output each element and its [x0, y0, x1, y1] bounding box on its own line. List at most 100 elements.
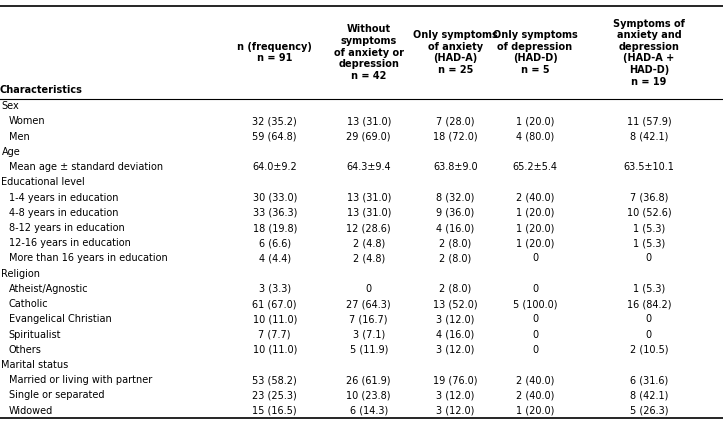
Text: 0: 0 — [532, 329, 538, 340]
Text: 8-12 years in education: 8-12 years in education — [9, 223, 124, 233]
Text: 10 (11.0): 10 (11.0) — [252, 345, 297, 355]
Text: 8 (42.1): 8 (42.1) — [630, 132, 668, 142]
Text: 12-16 years in education: 12-16 years in education — [9, 238, 131, 248]
Text: 4-8 years in education: 4-8 years in education — [9, 208, 118, 218]
Text: 3 (12.0): 3 (12.0) — [436, 390, 475, 400]
Text: 0: 0 — [532, 254, 538, 263]
Text: 1 (20.0): 1 (20.0) — [515, 223, 555, 233]
Text: 5 (11.9): 5 (11.9) — [349, 345, 388, 355]
Text: 2 (8.0): 2 (8.0) — [440, 254, 471, 263]
Text: Without
symptoms
of anxiety or
depression
n = 42: Without symptoms of anxiety or depressio… — [334, 24, 403, 81]
Text: 7 (28.0): 7 (28.0) — [436, 117, 475, 127]
Text: 6 (6.6): 6 (6.6) — [259, 238, 291, 248]
Text: Educational level: Educational level — [1, 177, 85, 187]
Text: 15 (16.5): 15 (16.5) — [252, 406, 297, 416]
Text: 32 (35.2): 32 (35.2) — [252, 117, 297, 127]
Text: 1 (20.0): 1 (20.0) — [515, 117, 555, 127]
Text: Others: Others — [9, 345, 41, 355]
Text: 13 (52.0): 13 (52.0) — [433, 299, 478, 309]
Text: 1-4 years in education: 1-4 years in education — [9, 193, 118, 202]
Text: 53 (58.2): 53 (58.2) — [252, 375, 297, 385]
Text: 2 (10.5): 2 (10.5) — [630, 345, 668, 355]
Text: 1 (5.3): 1 (5.3) — [633, 223, 665, 233]
Text: 0: 0 — [532, 284, 538, 294]
Text: 0: 0 — [532, 345, 538, 355]
Text: 3 (12.0): 3 (12.0) — [436, 406, 475, 416]
Text: 64.3±9.4: 64.3±9.4 — [346, 162, 391, 172]
Text: 0: 0 — [532, 314, 538, 324]
Text: 4 (16.0): 4 (16.0) — [437, 223, 474, 233]
Text: 2 (8.0): 2 (8.0) — [440, 238, 471, 248]
Text: 0: 0 — [366, 284, 372, 294]
Text: 13 (31.0): 13 (31.0) — [346, 117, 391, 127]
Text: Atheist/Agnostic: Atheist/Agnostic — [9, 284, 88, 294]
Text: 6 (14.3): 6 (14.3) — [350, 406, 388, 416]
Text: 19 (76.0): 19 (76.0) — [433, 375, 478, 385]
Text: 10 (11.0): 10 (11.0) — [252, 314, 297, 324]
Text: 33 (36.3): 33 (36.3) — [252, 208, 297, 218]
Text: 4 (4.4): 4 (4.4) — [259, 254, 291, 263]
Text: Spiritualist: Spiritualist — [9, 329, 61, 340]
Text: 2 (4.8): 2 (4.8) — [353, 238, 385, 248]
Text: Widowed: Widowed — [9, 406, 53, 416]
Text: 23 (25.3): 23 (25.3) — [252, 390, 297, 400]
Text: 61 (67.0): 61 (67.0) — [252, 299, 297, 309]
Text: 0: 0 — [646, 314, 652, 324]
Text: 11 (57.9): 11 (57.9) — [627, 117, 671, 127]
Text: 5 (100.0): 5 (100.0) — [513, 299, 557, 309]
Text: 10 (52.6): 10 (52.6) — [627, 208, 671, 218]
Text: Sex: Sex — [1, 101, 20, 111]
Text: More than 16 years in education: More than 16 years in education — [9, 254, 168, 263]
Text: 1 (20.0): 1 (20.0) — [515, 406, 555, 416]
Text: Only symptoms
of anxiety
(HAD-A)
n = 25: Only symptoms of anxiety (HAD-A) n = 25 — [413, 30, 498, 75]
Text: 7 (16.7): 7 (16.7) — [349, 314, 388, 324]
Text: 5 (26.3): 5 (26.3) — [630, 406, 668, 416]
Text: 59 (64.8): 59 (64.8) — [252, 132, 297, 142]
Text: 3 (12.0): 3 (12.0) — [436, 345, 475, 355]
Text: Men: Men — [9, 132, 30, 142]
Text: 4 (80.0): 4 (80.0) — [516, 132, 554, 142]
Text: 2 (8.0): 2 (8.0) — [440, 284, 471, 294]
Text: Mean age ± standard deviation: Mean age ± standard deviation — [9, 162, 163, 172]
Text: Single or separated: Single or separated — [9, 390, 104, 400]
Text: 2 (40.0): 2 (40.0) — [515, 375, 555, 385]
Text: 63.5±10.1: 63.5±10.1 — [623, 162, 675, 172]
Text: 3 (3.3): 3 (3.3) — [259, 284, 291, 294]
Text: 6 (31.6): 6 (31.6) — [630, 375, 668, 385]
Text: 1 (20.0): 1 (20.0) — [515, 238, 555, 248]
Text: 0: 0 — [646, 329, 652, 340]
Text: 2 (4.8): 2 (4.8) — [353, 254, 385, 263]
Text: Women: Women — [9, 117, 46, 127]
Text: 65.2±5.4: 65.2±5.4 — [513, 162, 557, 172]
Text: 18 (19.8): 18 (19.8) — [252, 223, 297, 233]
Text: 30 (33.0): 30 (33.0) — [252, 193, 297, 202]
Text: Married or living with partner: Married or living with partner — [9, 375, 152, 385]
Text: 10 (23.8): 10 (23.8) — [346, 390, 391, 400]
Text: Age: Age — [1, 147, 20, 157]
Text: 7 (36.8): 7 (36.8) — [630, 193, 668, 202]
Text: 2 (40.0): 2 (40.0) — [515, 193, 555, 202]
Text: 4 (16.0): 4 (16.0) — [437, 329, 474, 340]
Text: 64.0±9.2: 64.0±9.2 — [252, 162, 297, 172]
Text: 63.8±9.0: 63.8±9.0 — [433, 162, 478, 172]
Text: 18 (72.0): 18 (72.0) — [433, 132, 478, 142]
Text: 16 (84.2): 16 (84.2) — [627, 299, 671, 309]
Text: 3 (12.0): 3 (12.0) — [436, 314, 475, 324]
Text: Religion: Religion — [1, 269, 40, 279]
Text: Only symptoms
of depression
(HAD-D)
n = 5: Only symptoms of depression (HAD-D) n = … — [492, 30, 578, 75]
Text: 1 (5.3): 1 (5.3) — [633, 284, 665, 294]
Text: 12 (28.6): 12 (28.6) — [346, 223, 391, 233]
Text: 8 (42.1): 8 (42.1) — [630, 390, 668, 400]
Text: 1 (20.0): 1 (20.0) — [515, 208, 555, 218]
Text: 2 (40.0): 2 (40.0) — [515, 390, 555, 400]
Text: Catholic: Catholic — [9, 299, 48, 309]
Text: 8 (32.0): 8 (32.0) — [436, 193, 475, 202]
Text: 1 (5.3): 1 (5.3) — [633, 238, 665, 248]
Text: Characteristics: Characteristics — [0, 85, 83, 95]
Text: 29 (69.0): 29 (69.0) — [346, 132, 391, 142]
Text: 13 (31.0): 13 (31.0) — [346, 193, 391, 202]
Text: 13 (31.0): 13 (31.0) — [346, 208, 391, 218]
Text: 0: 0 — [646, 254, 652, 263]
Text: Evangelical Christian: Evangelical Christian — [9, 314, 111, 324]
Text: 27 (64.3): 27 (64.3) — [346, 299, 391, 309]
